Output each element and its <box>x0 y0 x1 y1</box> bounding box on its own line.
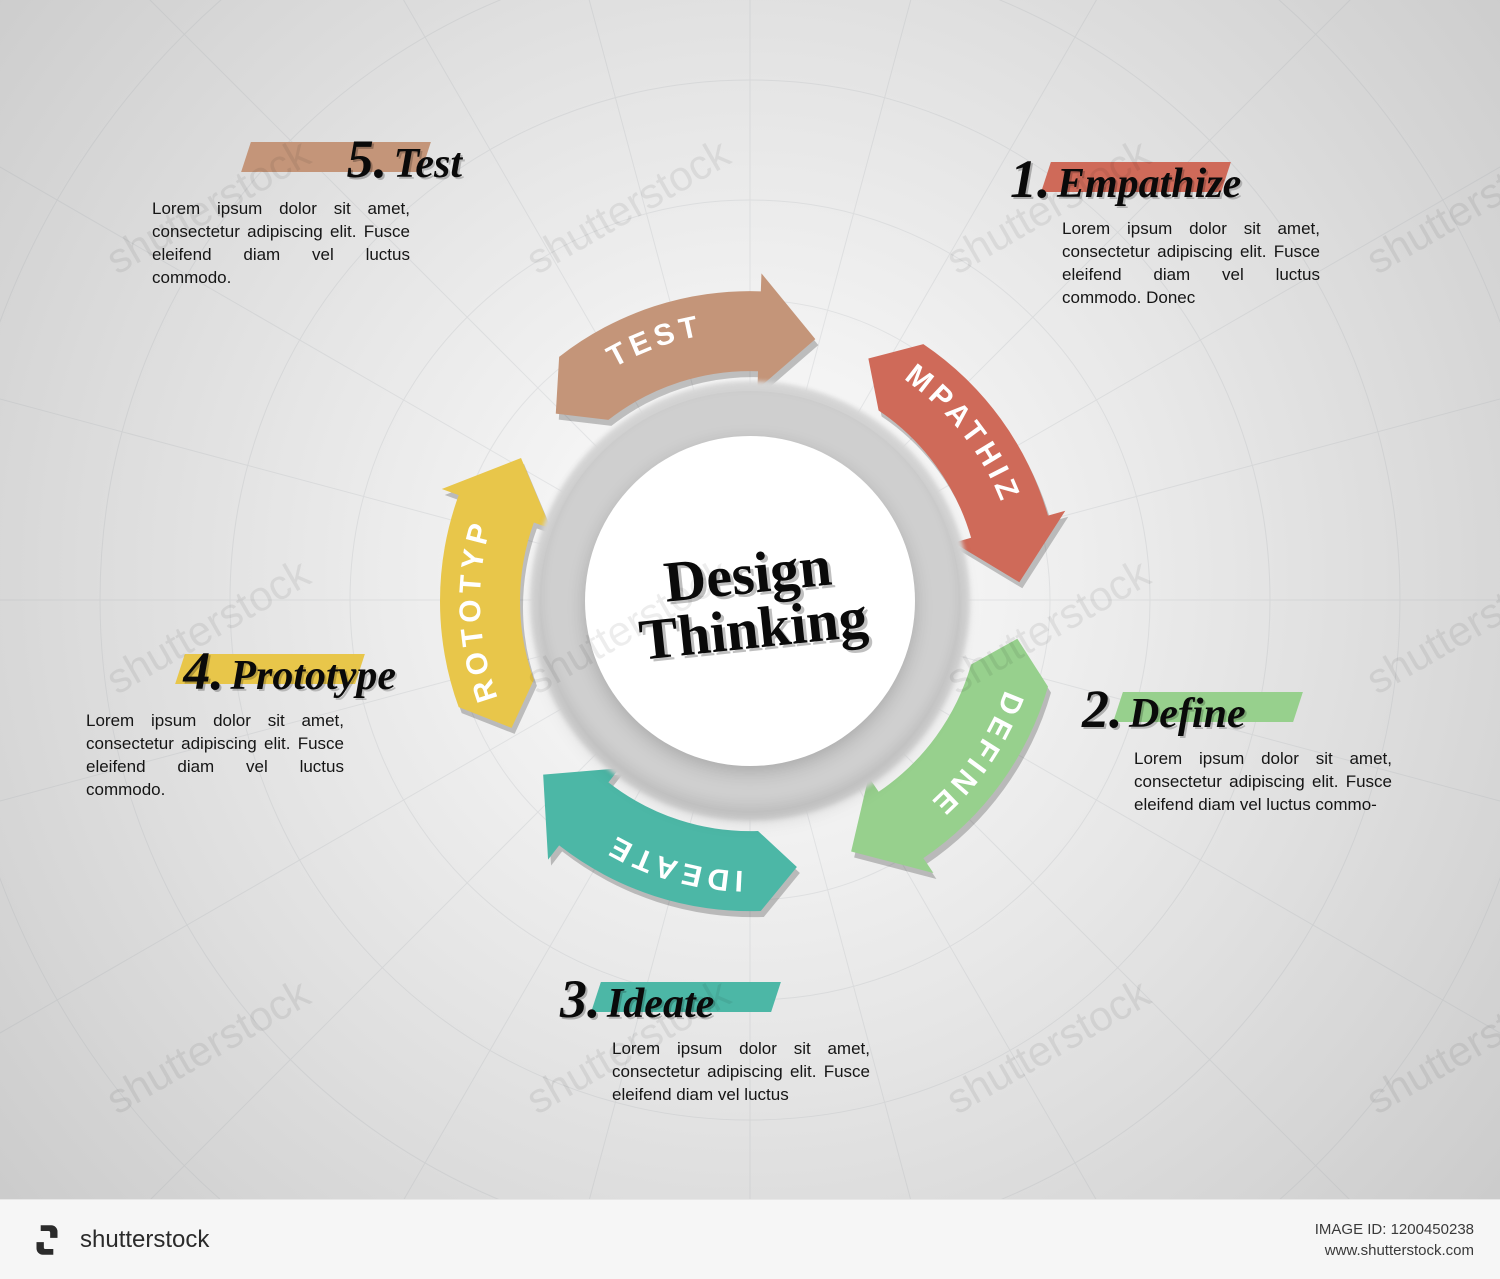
center-ring-white: Design Thinking <box>585 436 915 766</box>
watermark-brand: shutterstock <box>80 1226 209 1254</box>
callout-body-prototype: Lorem ipsum dolor sit amet, consectetur … <box>86 710 396 802</box>
callout-test: 5. Test Lorem ipsum dolor sit amet, cons… <box>152 128 462 290</box>
callout-body-ideate: Lorem ipsum dolor sit amet, consectetur … <box>560 1038 870 1107</box>
callout-number-empathize: 1. <box>1010 148 1051 210</box>
watermark-footer: shutterstock IMAGE ID: 1200450238 www.sh… <box>0 1199 1500 1279</box>
watermark-meta: IMAGE ID: 1200450238 www.shutterstock.co… <box>1315 1219 1474 1261</box>
callout-title-empathize: Empathize <box>1057 160 1241 208</box>
infographic-stage: EMPATHIZEDEFINEIDEATEPROTOTYPETEST Desig… <box>0 0 1500 1279</box>
watermark-logo: shutterstock <box>26 1219 209 1261</box>
callout-body-empathize: Lorem ipsum dolor sit amet, consectetur … <box>1010 218 1320 310</box>
callout-number-ideate: 3. <box>560 968 601 1030</box>
callout-head-define: 2. Define <box>1082 678 1392 740</box>
callout-head-empathize: 1. Empathize <box>1010 148 1320 210</box>
shutterstock-icon <box>26 1219 68 1261</box>
callout-ideate: 3. Ideate Lorem ipsum dolor sit amet, co… <box>560 968 870 1107</box>
callout-define: 2. Define Lorem ipsum dolor sit amet, co… <box>1082 678 1392 817</box>
callout-title-test: Test <box>394 140 462 188</box>
center-title: Design Thinking <box>630 534 869 668</box>
callout-number-define: 2. <box>1082 678 1123 740</box>
callout-title-prototype: Prototype <box>230 652 396 700</box>
watermark-image-id: IMAGE ID: 1200450238 <box>1315 1219 1474 1240</box>
watermark-site: www.shutterstock.com <box>1315 1240 1474 1261</box>
callout-body-define: Lorem ipsum dolor sit amet, consectetur … <box>1082 748 1392 817</box>
callout-number-prototype: 4. <box>183 640 224 702</box>
callout-head-prototype: 4. Prototype <box>86 640 396 702</box>
callout-prototype: 4. Prototype Lorem ipsum dolor sit amet,… <box>86 640 396 802</box>
callout-title-define: Define <box>1129 690 1246 738</box>
callout-title-ideate: Ideate <box>607 980 714 1028</box>
callout-head-ideate: 3. Ideate <box>560 968 870 1030</box>
segment-label-prototype: PROTOTYPE <box>0 0 504 706</box>
callout-body-test: Lorem ipsum dolor sit amet, consectetur … <box>152 198 462 290</box>
callout-number-test: 5. <box>347 128 388 190</box>
callout-head-test: 5. Test <box>152 128 462 190</box>
callout-empathize: 1. Empathize Lorem ipsum dolor sit amet,… <box>1010 148 1320 310</box>
